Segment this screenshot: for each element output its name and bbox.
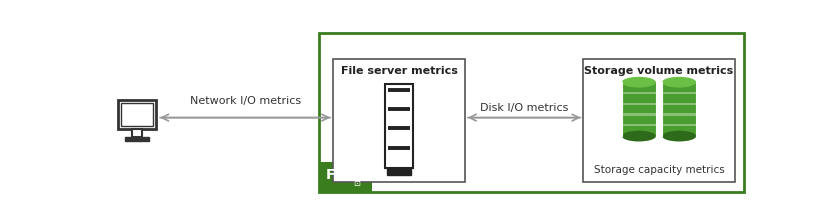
Bar bbox=[386, 168, 411, 175]
Bar bbox=[584, 59, 735, 182]
Polygon shape bbox=[662, 113, 696, 116]
Bar bbox=[120, 103, 153, 126]
Polygon shape bbox=[662, 124, 696, 126]
Text: File server metrics: File server metrics bbox=[340, 66, 457, 76]
Bar bbox=[125, 137, 150, 141]
Bar bbox=[333, 59, 465, 182]
Text: Storage capacity metrics: Storage capacity metrics bbox=[594, 165, 724, 175]
Text: Network I/O metrics: Network I/O metrics bbox=[190, 96, 301, 106]
Polygon shape bbox=[622, 124, 656, 126]
Text: Storage volume metrics: Storage volume metrics bbox=[584, 66, 734, 76]
Ellipse shape bbox=[662, 131, 696, 141]
Bar bbox=[132, 129, 141, 137]
Bar bbox=[118, 100, 156, 129]
Text: FSx: FSx bbox=[325, 168, 354, 182]
Text: ⊡: ⊡ bbox=[354, 179, 360, 188]
Bar bbox=[385, 84, 413, 168]
Polygon shape bbox=[662, 103, 696, 105]
Polygon shape bbox=[662, 82, 696, 136]
Text: Disk I/O metrics: Disk I/O metrics bbox=[480, 103, 568, 113]
Polygon shape bbox=[622, 92, 656, 94]
Ellipse shape bbox=[622, 77, 656, 88]
Ellipse shape bbox=[622, 131, 656, 141]
Ellipse shape bbox=[662, 77, 696, 88]
Bar bbox=[319, 33, 744, 192]
Polygon shape bbox=[662, 92, 696, 94]
Bar bbox=[319, 161, 372, 192]
Polygon shape bbox=[622, 103, 656, 105]
Polygon shape bbox=[622, 113, 656, 116]
Polygon shape bbox=[622, 82, 656, 136]
